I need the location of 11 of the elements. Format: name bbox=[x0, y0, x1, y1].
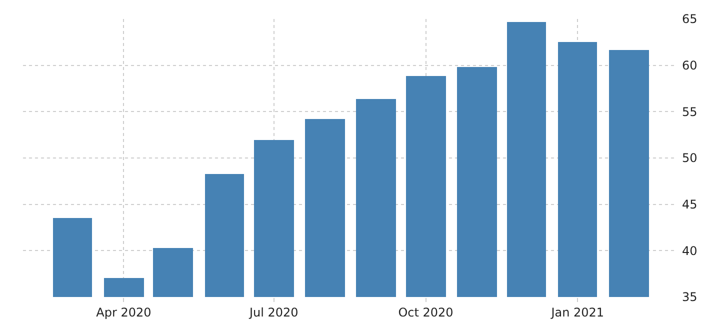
x-tick-label: Jul 2020 bbox=[248, 305, 298, 320]
y-tick-label: 45 bbox=[682, 198, 698, 212]
y-tick-label: 55 bbox=[682, 104, 698, 119]
x-tick-label: Oct 2020 bbox=[398, 305, 454, 320]
y-tick-label: 65 bbox=[682, 12, 698, 26]
x-tick-label: Jan 2021 bbox=[550, 305, 604, 320]
y-tick-label: 50 bbox=[682, 151, 698, 166]
x-tick-label: Apr 2020 bbox=[96, 305, 152, 320]
y-tick-label: 35 bbox=[682, 290, 698, 304]
y-tick-label: 60 bbox=[682, 58, 698, 73]
y-tick-label: 40 bbox=[682, 244, 698, 258]
